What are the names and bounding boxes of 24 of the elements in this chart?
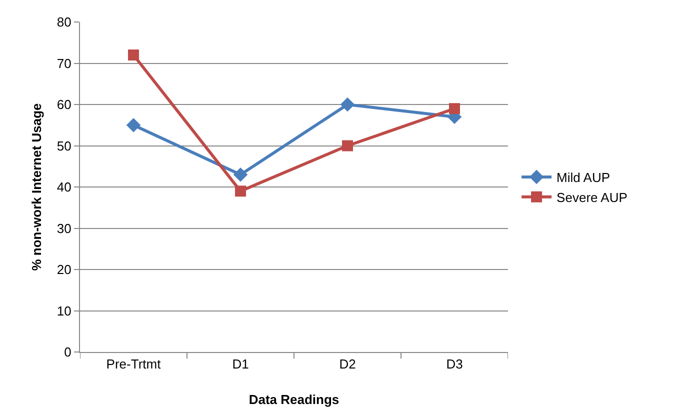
y-tick-label: 70 — [56, 56, 72, 71]
y-tick-label: 0 — [64, 344, 72, 360]
x-tick-label: D3 — [446, 356, 463, 372]
point — [233, 167, 248, 182]
y-tick-label: 20 — [56, 262, 72, 278]
point — [340, 97, 355, 112]
y-tick-label: 60 — [56, 97, 72, 112]
y-tick-label: 40 — [56, 180, 72, 195]
legend-label: Mild AUP — [556, 170, 610, 186]
y-axis-title: % non-work Internet Usage — [28, 103, 44, 271]
x-axis-title: Data Readings — [248, 392, 340, 408]
point — [235, 186, 246, 197]
legend-label: Severe AUP — [556, 190, 628, 205]
y-tick-label: 80 — [56, 14, 72, 30]
point — [449, 103, 460, 114]
y-tick-label: 50 — [56, 138, 72, 154]
x-tick-label: D1 — [232, 356, 249, 372]
y-tick-label: 30 — [56, 220, 72, 236]
x-tick-label: D2 — [339, 356, 356, 372]
y-tick-label: 10 — [56, 303, 72, 318]
point — [126, 118, 141, 132]
point — [342, 140, 353, 152]
x-tick-label: Pre-Trtmt — [106, 356, 162, 372]
point — [128, 50, 139, 60]
